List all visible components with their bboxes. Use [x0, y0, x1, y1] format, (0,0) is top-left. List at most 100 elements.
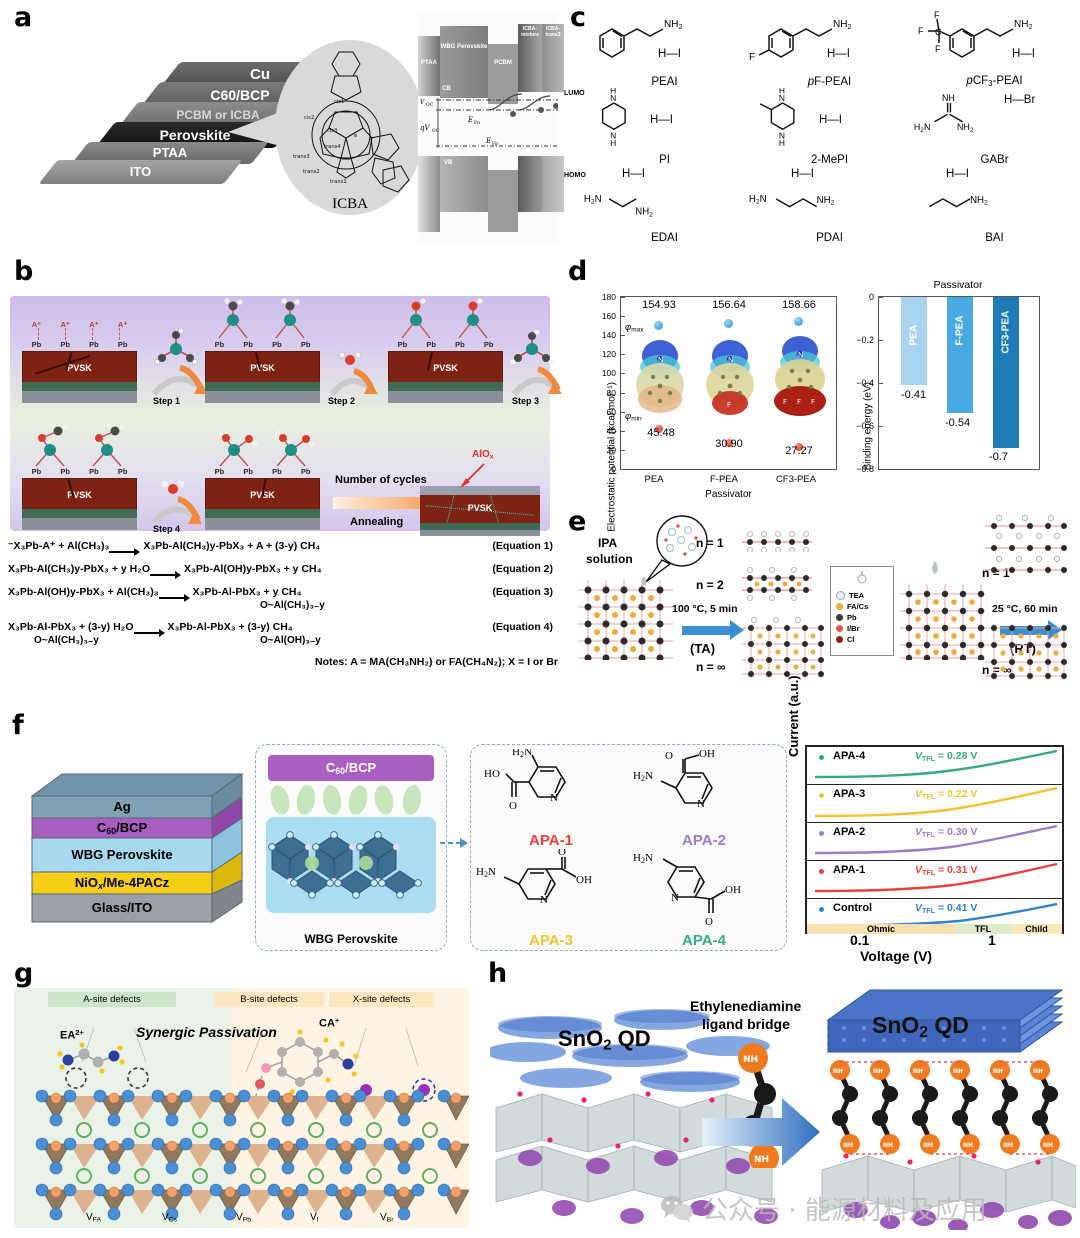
pvsk-film: PVSK — [205, 351, 320, 403]
legend-label: I/Br — [847, 624, 860, 633]
passivator-blobs-icon — [270, 785, 422, 815]
pb-label: Pb — [60, 467, 70, 476]
rt-step-arrow — [1000, 620, 1062, 640]
legend-item: Pb — [836, 613, 888, 622]
series-name: APA-2 — [833, 826, 866, 838]
bound-hydroxyl-species-icon — [401, 298, 488, 339]
synergic-passivation-scene: A-site defects B-site defects X-site def… — [14, 988, 469, 1228]
svg-text:F: F — [749, 52, 755, 63]
be-y-tick: −0.8 — [856, 464, 883, 474]
pvsk-film: PVSK — [205, 478, 320, 530]
panel-f: f — [0, 675, 1080, 964]
vtfl-label: VTFL = 0.22 V — [915, 788, 978, 801]
pb-label: Pb — [214, 467, 225, 476]
panel-c: c NH2 H—I PEAI — [560, 0, 1080, 255]
panel-d-label: d — [568, 256, 588, 287]
equation-substituent: O~Al(CH₃)₃₋y — [34, 635, 99, 646]
be-bar-cf3-pea: CF3-PEA — [993, 297, 1019, 448]
be-bar-label: PEA — [908, 324, 920, 346]
step1-arrow-icon — [151, 365, 208, 397]
step-label: Step 2 — [328, 396, 356, 406]
cb-label: CB — [442, 86, 451, 92]
svg-text:H2N: H2N — [512, 749, 532, 759]
sclc-row-apa4: APA-4 VTFL = 0.28 V — [807, 747, 1062, 785]
esp-surface-cf3-pea: N F F F — [771, 335, 826, 417]
tea-icon — [833, 570, 891, 589]
phi-min-annotation: φmin — [625, 411, 642, 423]
pvsk-label: PVSK — [467, 503, 493, 513]
pb-label: Pb — [31, 467, 42, 476]
be-y-tick: −0.4 — [856, 378, 883, 388]
svg-text:e: e — [354, 133, 357, 139]
equation-substituent: O~Al(CH₃)₃₋y — [260, 600, 325, 611]
ep-y-tick: 120 — [602, 349, 626, 359]
left-sno2-qd-label: SnO2 QD — [558, 1026, 651, 1054]
ep-y-tick: 140 — [602, 330, 626, 340]
pvsk-label: PVSK — [250, 362, 275, 373]
salt-label: H—Br — [1004, 94, 1036, 106]
bulk-perovskite-middle-icon — [900, 584, 985, 660]
band-block-label: PCBM — [494, 60, 512, 66]
panel-h-label: h — [488, 958, 508, 989]
salt-label: H—I — [1012, 48, 1035, 60]
ep-x-tick: F-PEA — [710, 474, 738, 485]
icba-caption: ICBA — [332, 196, 368, 212]
pi-structure-icon: N H N H — [601, 88, 626, 148]
apa-name: APA-2 — [682, 832, 726, 849]
f-layer-label-glassito: Glass/ITO — [91, 900, 153, 915]
vacancy-label-vcs: VCs — [162, 1212, 177, 1224]
panel-c-label: c — [570, 2, 587, 33]
bulk-perovskite-left-icon — [578, 580, 673, 660]
step2-arrow-icon — [329, 368, 378, 397]
apa2-card: O OH H2N N APA-2 — [629, 748, 779, 849]
vtfl-label: VTFL = 0.28 V — [915, 750, 978, 763]
equation-number: (Equation 3) — [492, 586, 553, 598]
svg-text:NH: NH — [873, 1068, 883, 1075]
droplet-icon — [932, 561, 938, 574]
ep-plot-area: 0 20 40 60 80 100 120 140 160 180 N — [602, 292, 837, 500]
pb-label: Pb — [117, 340, 128, 349]
water-molecule-icon — [338, 351, 362, 365]
equations-block: ⁻X₃Pb-A⁺ + Al(CH₃)₃ X₃Pb-Al(CH₃)y-PbX₃ + … — [8, 540, 553, 649]
panel-a: a Cu C60/BCP PCBM or ICBA Perovskite PTA… — [0, 0, 586, 255]
pvsk-film-final: PVSK — [420, 486, 540, 536]
svg-text:H: H — [610, 88, 616, 96]
n-label: n = ∞ — [696, 660, 726, 674]
alox-label: AlOx — [472, 449, 494, 461]
panel-b: b PVSK Pb Pb Pb Pb A⁺ A⁺ A⁺ A⁺ — [0, 256, 562, 713]
ep-y-tick: 160 — [602, 311, 626, 321]
equation-lhs: X₃Pb-Al(CH₃)y-PbX₃ + y H₂O — [8, 563, 151, 575]
legend-item: FA/Cs — [836, 602, 888, 611]
svg-text:NH: NH — [743, 1055, 758, 1065]
molecule-name: BAI — [985, 232, 1004, 244]
panel-g-label: g — [14, 958, 34, 989]
svg-text:N: N — [798, 351, 803, 359]
pb-label: Pb — [300, 340, 311, 349]
pb-label: Pb — [60, 340, 70, 349]
pb-label: Pb — [483, 340, 494, 349]
be-y-tick: 0 — [869, 292, 884, 302]
n1-sheet-icon — [742, 531, 812, 552]
panel-e-label: e — [568, 506, 587, 537]
molecule-card-pcf3-peai: F F F C NH2 H—I pCF3-PEAI — [912, 10, 1077, 88]
ep-x-tick: CF3-PEA — [775, 474, 817, 485]
svg-text:NH2: NH2 — [817, 195, 835, 207]
pb-label: Pb — [426, 340, 436, 349]
legend-item: TEA — [836, 591, 888, 600]
region-ohmic: Ohmic — [807, 923, 955, 934]
vacancy-label-vfa: VFA — [86, 1212, 101, 1224]
vtfl-label: VTFL = 0.31 V — [915, 864, 978, 877]
svg-text:NH: NH — [923, 1142, 933, 1149]
phi-max-value: 154.93 — [642, 299, 676, 311]
molecule-name: PEAI — [651, 76, 678, 88]
panel-b-label: b — [14, 256, 34, 287]
ep-y-tick: 180 — [602, 292, 626, 302]
molecule-name: EDAI — [651, 232, 678, 244]
bai-structure-icon: NH2 — [929, 195, 988, 208]
ep-x-tick: PEA — [644, 474, 664, 485]
watermark-text: 公众号 · 能源材料及应用 — [702, 1196, 987, 1226]
pb-label: Pb — [455, 340, 465, 349]
svg-text:OH: OH — [699, 749, 715, 760]
ca-molecule-label: CA+ — [319, 1016, 340, 1030]
svg-text:N: N — [779, 131, 785, 141]
